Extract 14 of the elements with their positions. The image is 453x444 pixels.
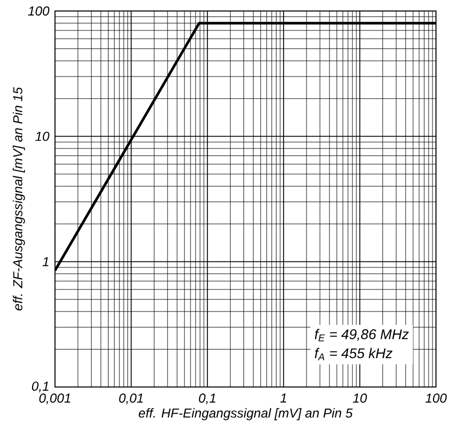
x-tick-label: 100 <box>425 394 447 403</box>
x-tick-label: 0,1 <box>198 394 216 404</box>
y-tick-label: 100 <box>28 6 50 16</box>
annotation: f$_{E}$ = 49,86 MHz <box>314 328 409 342</box>
annotation: f$_{A}$ = 455 kHz <box>314 348 392 360</box>
x-tick-label: 10 <box>352 394 367 403</box>
x-tick-label: 0,001 <box>39 394 70 404</box>
x-tick-label: 0,01 <box>119 394 143 404</box>
y-tick-label: 10 <box>35 132 50 141</box>
y-tick-label: 0,1 <box>32 382 48 392</box>
y-axis-title: eff. ZF-Ausgangssignal [mV] an Pin 15 <box>12 87 25 310</box>
y-tick-label: 1 <box>42 257 48 266</box>
x-axis-title: eff. HF-Eingangssignal [mV] an Pin 5 <box>138 408 353 420</box>
x-tick-label: 1 <box>280 394 286 402</box>
